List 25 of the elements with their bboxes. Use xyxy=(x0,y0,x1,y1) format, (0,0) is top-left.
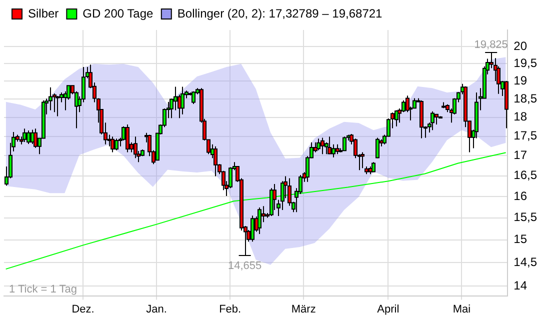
y-tick-label: 18 xyxy=(514,110,528,124)
legend-label: Bollinger (20, 2): 17,32789 – 19,68721 xyxy=(177,6,383,20)
y-tick-label: 20 xyxy=(514,38,528,53)
y-tick-label: 15,5 xyxy=(514,210,538,224)
x-tick-label: Mai xyxy=(452,303,471,316)
y-tick-label: 19 xyxy=(514,73,528,88)
y-tick-label: 17 xyxy=(514,148,528,162)
annotation: 1 Tick = 1 Tag xyxy=(9,283,77,296)
y-tick-label: 16 xyxy=(514,188,528,203)
x-tick-label: Feb. xyxy=(219,303,242,316)
annotation: 19,825 xyxy=(474,39,508,52)
legend-label: Silber xyxy=(28,6,59,20)
x-tick-label: April xyxy=(377,303,400,316)
legend-label: GD 200 Tage xyxy=(82,6,154,20)
y-tick-label: 15 xyxy=(514,232,528,246)
y-tick-label: 19,5 xyxy=(514,56,538,70)
y-tick-label: 17,5 xyxy=(514,128,538,143)
y-tick-label: 14 xyxy=(514,278,528,292)
x-tick-label: Jan. xyxy=(146,303,167,316)
x-tick-label: Dez. xyxy=(72,303,94,316)
y-tick-label: 14,5 xyxy=(514,254,538,269)
y-tick-label: 18,5 xyxy=(514,91,538,106)
annotation: 14,655 xyxy=(228,260,262,272)
y-tick-label: 16,5 xyxy=(514,168,538,182)
x-tick-label: März xyxy=(291,303,316,316)
